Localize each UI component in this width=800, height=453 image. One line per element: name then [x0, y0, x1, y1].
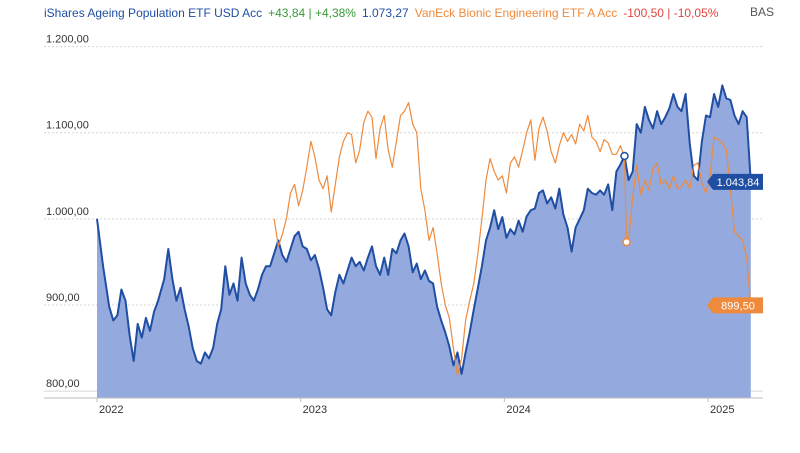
y-tick-label: 1.000,00 — [46, 206, 89, 218]
y-tick-label: 900,00 — [46, 292, 80, 304]
label-layer: 1.043,84 899,50 — [620, 151, 763, 314]
vaneck-last-value-box — [707, 297, 763, 314]
x-tick-label: 2023 — [303, 404, 327, 416]
legend-ishares-name[interactable]: iShares Ageing Population ETF USD Acc — [44, 6, 263, 20]
y-tick-label: 1.100,00 — [46, 120, 89, 132]
vaneck-last-value-text: 899,50 — [721, 300, 755, 312]
vaneck-marker — [622, 237, 631, 247]
ishares-last-value-text: 1.043,84 — [717, 177, 760, 189]
ishares-last-value: 1.043,84 — [707, 173, 763, 190]
x-tick-label: 2025 — [710, 404, 734, 416]
y-tick-label: 1.200,00 — [46, 34, 89, 46]
ishares-area-fill — [97, 85, 751, 399]
ishares-marker — [620, 151, 629, 161]
x-tick-label: 2024 — [506, 404, 530, 416]
ishares-series-line — [96, 84, 752, 375]
bas-label[interactable]: BAS — [749, 5, 774, 19]
legend-ishares-value: 1.073,27 — [361, 6, 409, 20]
y-tick-label: 800,00 — [46, 378, 80, 390]
legend-ishares-change: +43,84 | +4,38% — [268, 6, 356, 20]
vaneck-last-value: 899,50 — [707, 297, 763, 314]
vaneck-series-line — [273, 102, 752, 377]
ishares-last-value-box — [707, 173, 763, 190]
series-layer — [96, 84, 752, 399]
legend: iShares Ageing Population ETF USD Acc +4… — [44, 4, 792, 22]
axis-layer: 1.200,00 1.100,00 1.000,00 900,00 800,00 2022… — [44, 34, 763, 416]
legend-vaneck-name[interactable]: VanEck Bionic Engineering ETF A Acc — [414, 6, 618, 20]
legend-vaneck-change: -100,50 | -10,05% — [623, 6, 719, 20]
x-tick-label: 2022 — [99, 404, 123, 416]
